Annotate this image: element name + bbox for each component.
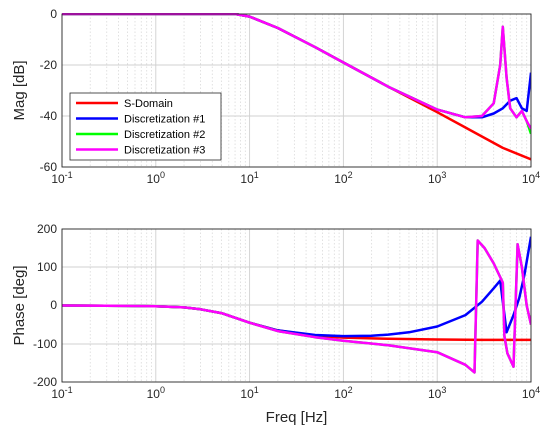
x-tick-label: 100 [147, 385, 165, 401]
legend-label: Discretization #3 [124, 145, 205, 157]
panel-phase: 10-1 100 101 102 103 104 200 100 0 -100 -200 Phase … [11, 222, 540, 426]
x-tick-label: 103 [428, 170, 446, 186]
x-tick-label: 10-1 [51, 170, 72, 186]
y-tick-label: 200 [37, 222, 57, 236]
x-tick-label: 101 [240, 170, 258, 186]
x-tick-label: 102 [334, 170, 352, 186]
legend: S-Domain Discretization #1 Discretization … [69, 92, 222, 161]
x-tick-label: 104 [522, 170, 540, 186]
y-tick-label: 0 [50, 7, 57, 21]
axes-frame [61, 13, 532, 168]
y-tick-label: 0 [50, 298, 57, 312]
y-tick-label: -100 [33, 337, 57, 351]
legend-label: S-Domain [124, 98, 173, 110]
legend-label: Discretization #2 [124, 129, 205, 141]
y-axis-label: Mag [dB] [11, 60, 28, 120]
y-tick-label: 100 [37, 260, 57, 274]
y-axis-label: Phase [deg] [11, 265, 28, 345]
x-axis-label: Freq [Hz] [266, 409, 328, 426]
x-tick-label: 102 [334, 385, 352, 401]
y-tick-label: -60 [40, 160, 58, 174]
y-tick-label: -20 [40, 58, 58, 72]
panel-magnitude: 10-1 100 101 102 103 104 0 -20 -40 -60 Mag [dB] S-D… [11, 7, 540, 186]
y-tick-label: -200 [33, 375, 57, 389]
x-tick-label: 100 [147, 170, 165, 186]
legend-label: Discretization #1 [124, 114, 205, 126]
x-tick-label: 10-1 [51, 385, 72, 401]
x-tick-label: 104 [522, 385, 540, 401]
series-line-4 [62, 239, 531, 374]
x-tick-label: 103 [428, 385, 446, 401]
x-tick-label: 101 [240, 385, 258, 401]
axes-frame [61, 228, 532, 383]
y-tick-label: -40 [40, 109, 58, 123]
